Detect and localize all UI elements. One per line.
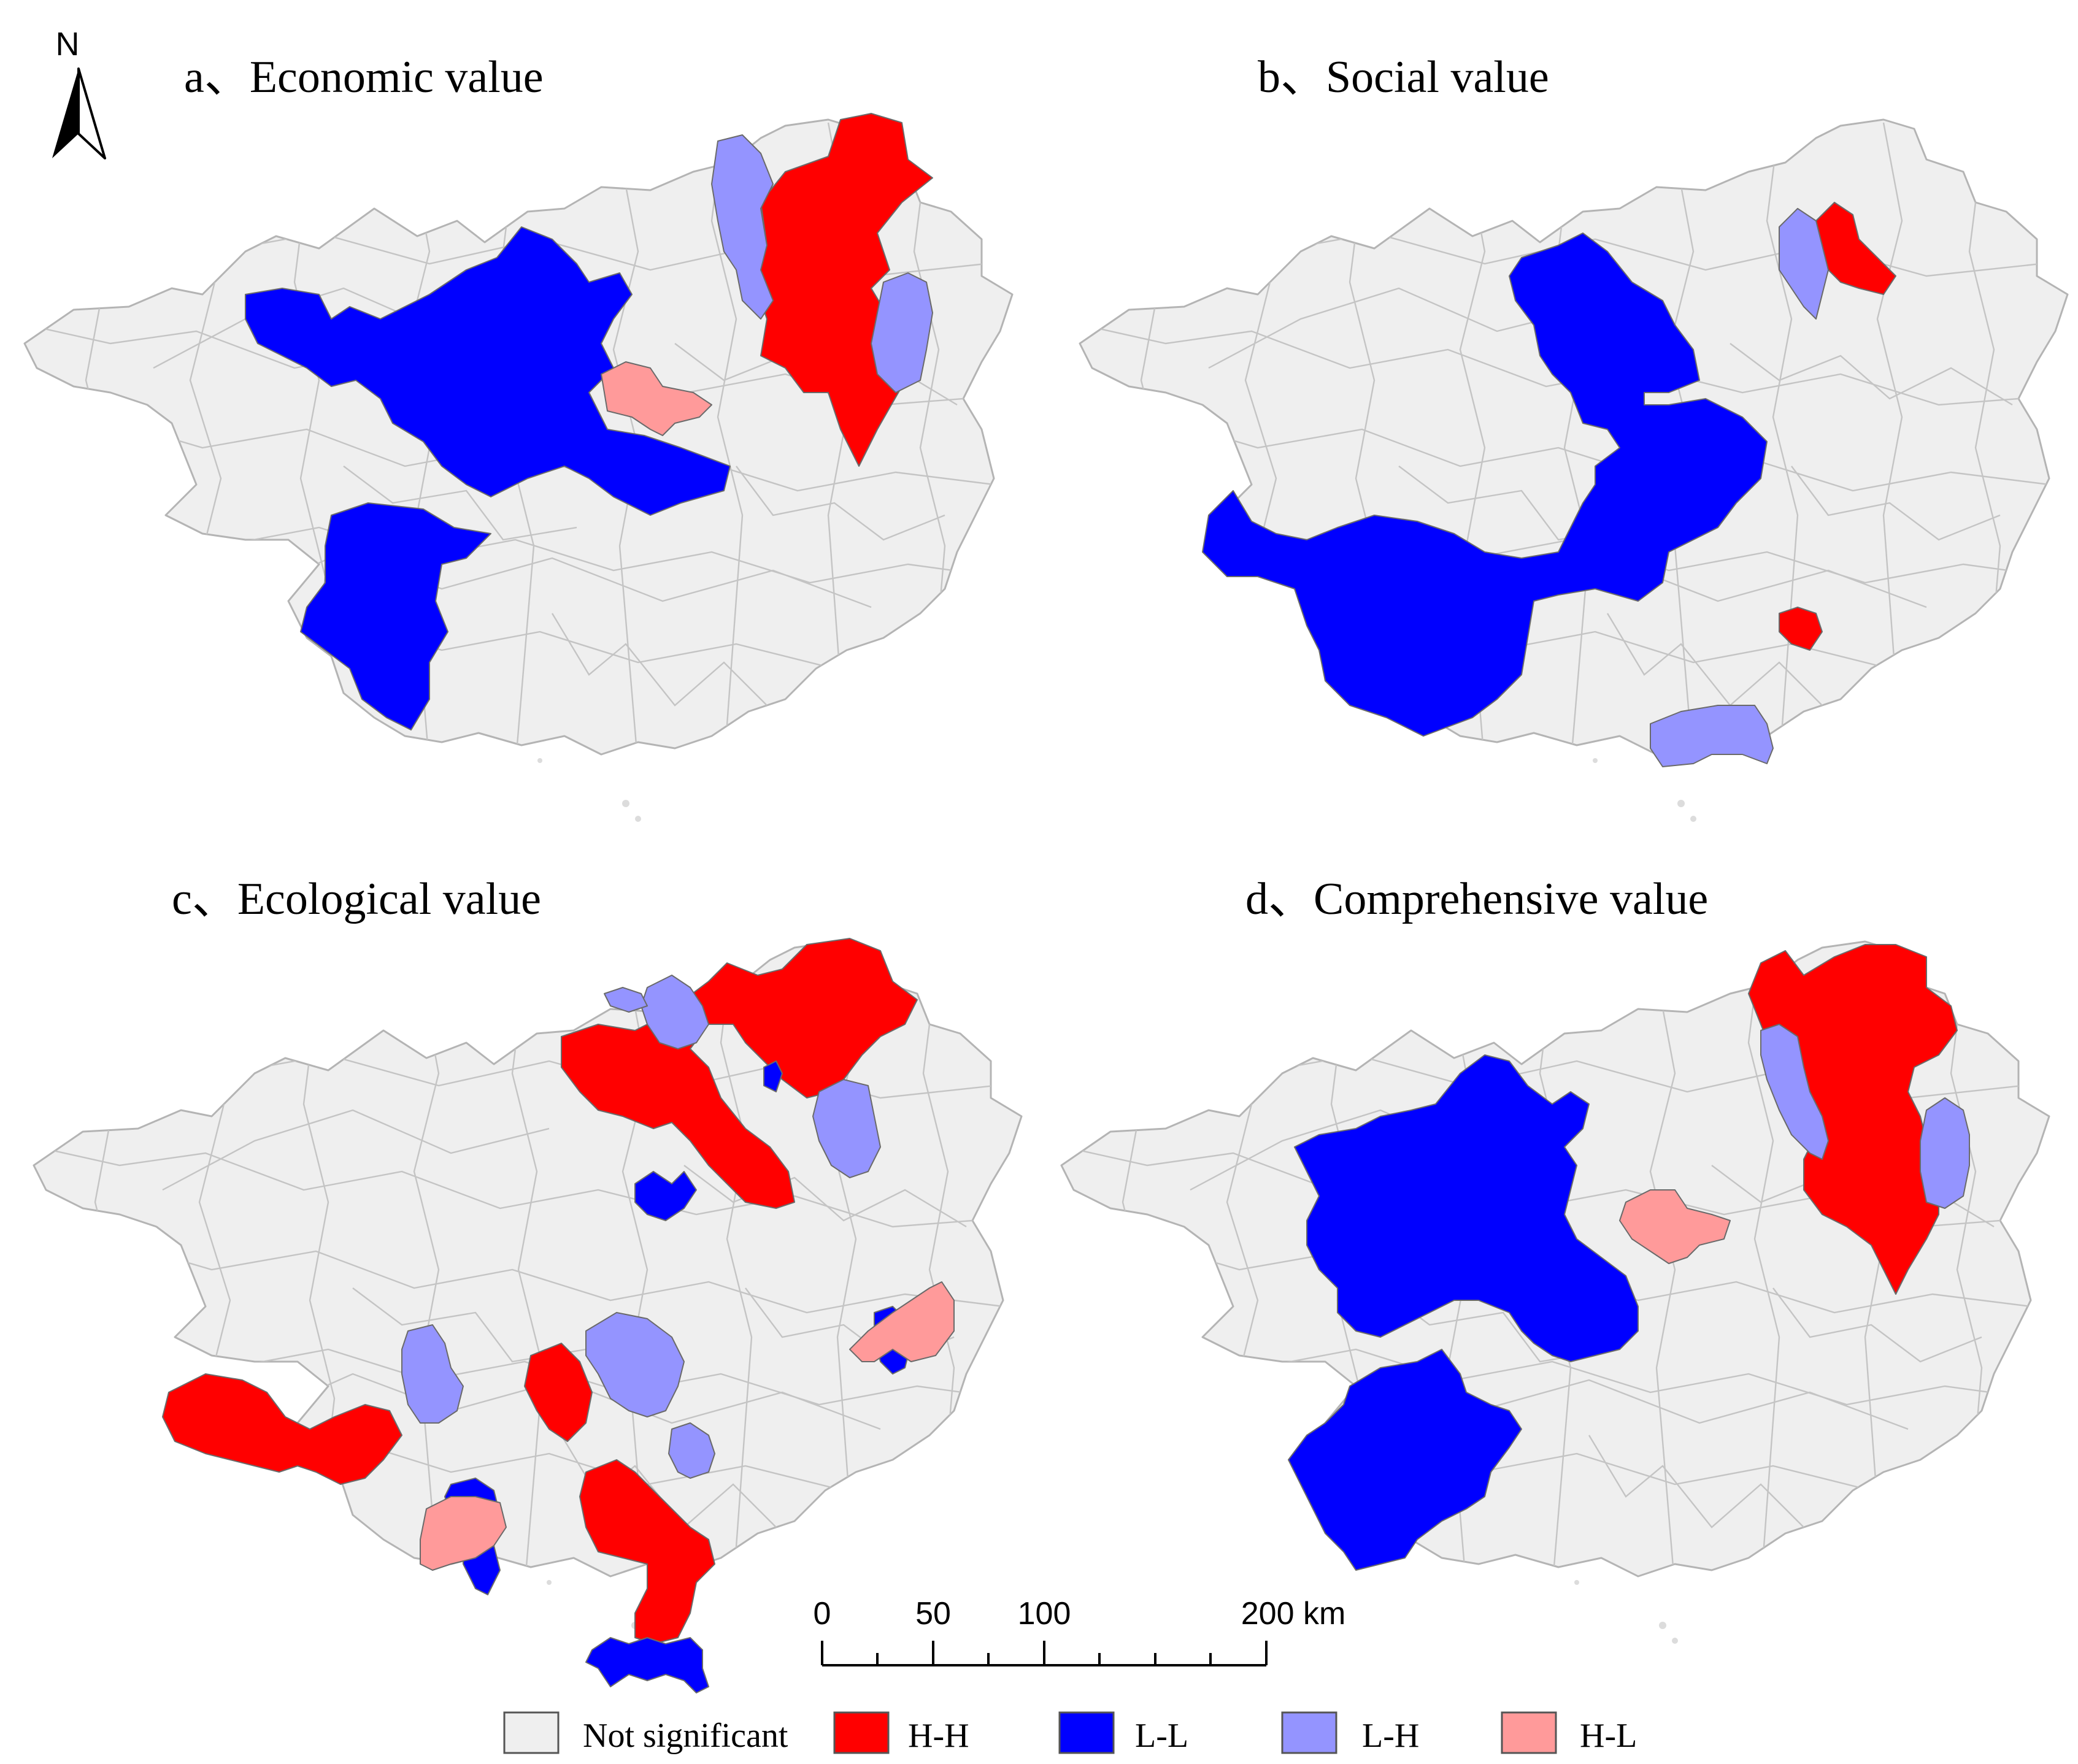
lh-cluster (812, 1079, 881, 1178)
legend-item-not-significant: Not significant (503, 1711, 788, 1755)
lh-cluster (1760, 1024, 1829, 1160)
panel-title-a: a、Economic value (184, 52, 544, 102)
ll-clusters (245, 226, 731, 731)
scale-tick-label: 200 km (1241, 1596, 1346, 1632)
hh-cluster (524, 1343, 593, 1442)
legend-label: H-H (908, 1717, 969, 1755)
legend: Not significant H-H L-L L-H H-L (503, 1711, 1637, 1755)
lh-cluster (1920, 1097, 1970, 1209)
hl-cluster (1619, 1189, 1731, 1264)
legend-item-ll: L-L (1058, 1711, 1188, 1755)
lh-cluster (585, 1312, 685, 1417)
legend-item-hh: H-H (833, 1711, 969, 1755)
lh-clusters (711, 134, 933, 393)
scale-tick-label: 50 (915, 1596, 951, 1632)
hh-clusters (1779, 202, 1896, 651)
legend-item-hl: H-L (1501, 1711, 1637, 1755)
north-label: N (56, 26, 80, 63)
legend-label: L-L (1135, 1717, 1188, 1755)
hh-clusters (162, 938, 918, 1644)
ll-cluster (300, 502, 491, 731)
lh-cluster (1779, 208, 1829, 320)
hl-cluster (849, 1281, 955, 1362)
lh-cluster (711, 134, 774, 320)
ll-clusters (1202, 232, 1768, 737)
panel-title-d: d、Comprehensive value (1245, 874, 1708, 924)
hl-cluster (601, 361, 712, 436)
hl-cluster (420, 1496, 507, 1571)
lh-clusters (401, 975, 881, 1479)
hh-cluster (579, 1459, 715, 1644)
panel-comprehensive-value: d、Comprehensive value (1037, 874, 2078, 1644)
scale-bar: 0 50 100 200 km (814, 1596, 1346, 1666)
scale-tick-label: 0 (814, 1596, 831, 1632)
ll-cluster (763, 1060, 783, 1092)
hh-cluster (162, 1373, 402, 1485)
ll-clusters (1288, 1054, 1639, 1571)
hh-cluster (1779, 607, 1823, 651)
panel-ecological-value: c、Ecological value (9, 874, 1052, 1693)
north-arrow-icon: N (52, 26, 106, 159)
lh-cluster (668, 1422, 715, 1479)
lh-cluster (604, 987, 648, 1013)
ll-cluster (1202, 232, 1768, 737)
ll-cluster (1294, 1054, 1639, 1362)
hh-cluster (561, 938, 918, 1209)
ll-cluster (634, 1171, 697, 1221)
panel-economic-value: a、Economic value (0, 52, 1043, 822)
panel-title-c: c、Ecological value (172, 874, 541, 924)
ll-cluster (245, 226, 731, 516)
panel-title-b: b、Social value (1258, 52, 1549, 102)
hl-clusters (420, 1281, 955, 1571)
lh-cluster (1650, 705, 1774, 767)
lh-clusters (1760, 1024, 1970, 1209)
hl-clusters (1619, 1189, 1731, 1264)
ll-cluster (585, 1637, 709, 1693)
panel-social-value: b、Social value (1055, 52, 2078, 822)
ll-cluster (1288, 1349, 1522, 1571)
lh-clusters (1650, 208, 1829, 767)
legend-label: L-H (1362, 1717, 1419, 1755)
legend-label: Not significant (583, 1717, 788, 1755)
lh-cluster (401, 1324, 464, 1424)
hl-clusters (601, 361, 712, 436)
legend-label: H-L (1580, 1717, 1637, 1755)
lh-cluster (871, 272, 933, 393)
scale-tick-label: 100 (1018, 1596, 1071, 1632)
legend-item-lh: L-H (1281, 1711, 1419, 1755)
lh-cluster (641, 975, 709, 1049)
